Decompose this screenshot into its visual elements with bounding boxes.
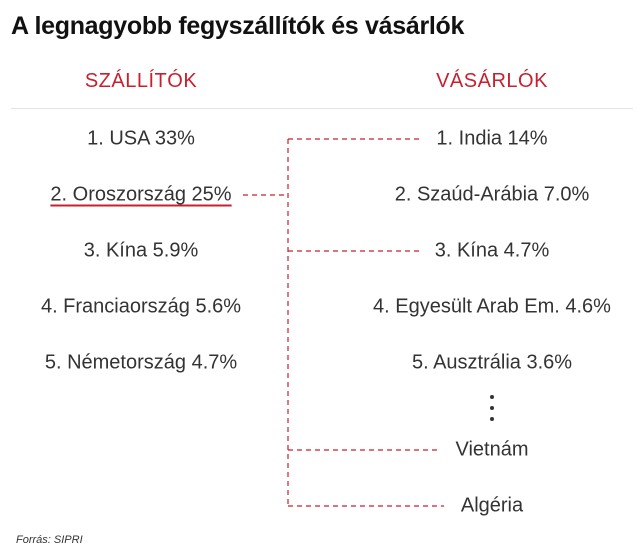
supplier-item-3: 3. Kína 5.9% xyxy=(83,239,199,262)
buyers-header: VÁSÁRLÓK xyxy=(436,70,548,92)
supplier-item-5: 5. Németország 4.7% xyxy=(44,351,238,374)
buyer-item-3: 3. Kína 4.7% xyxy=(434,239,550,262)
ellipsis-icon xyxy=(489,395,495,425)
source-note: Forrás: SIPRI xyxy=(16,534,83,546)
buyer-item-1: 1. India 14% xyxy=(436,127,548,150)
buyer-item-2: 2. Szaúd-Arábia 7.0% xyxy=(394,183,590,206)
buyer-item-5: 5. Ausztrália 3.6% xyxy=(411,351,573,374)
buyer-item-4: 4. Egyesült Arab Em. 4.6% xyxy=(373,295,611,318)
buyer-item-algeria: Algéria xyxy=(460,494,524,517)
buyer-item-vietnam: Vietnám xyxy=(455,438,529,461)
header-divider xyxy=(11,108,633,109)
suppliers-header: SZÁLLÍTÓK xyxy=(84,70,198,92)
supplier-item-4: 4. Franciaország 5.6% xyxy=(40,295,242,318)
supplier-item-2: 2. Oroszország 25% xyxy=(50,183,232,206)
supplier-item-1: 1. USA 33% xyxy=(87,127,195,150)
page-title: A legnagyobb fegyszállítók és vásárlók xyxy=(11,12,465,40)
